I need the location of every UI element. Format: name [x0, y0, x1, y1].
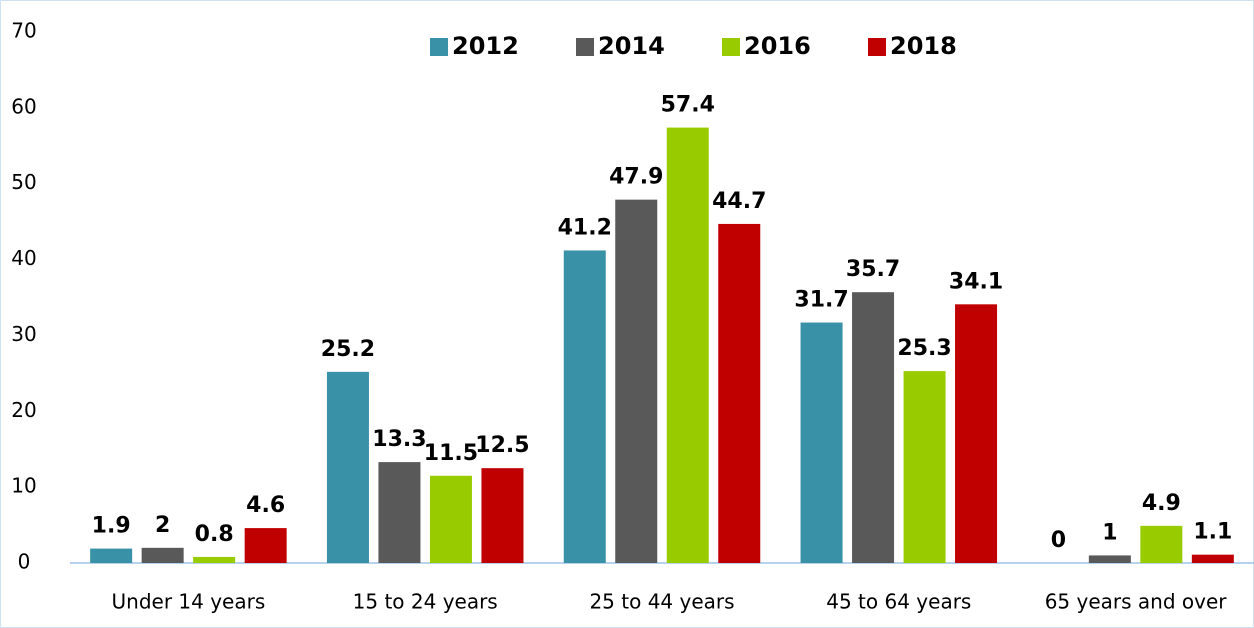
bar	[378, 462, 421, 563]
bar	[141, 547, 184, 563]
y-tick-label: 10	[11, 474, 36, 498]
data-label: 11.5	[424, 441, 478, 466]
data-label: 0.8	[195, 522, 234, 547]
x-tick-label: 45 to 64 years	[826, 590, 971, 614]
data-label: 0	[1051, 528, 1066, 553]
data-label: 4.6	[246, 493, 285, 518]
bar	[666, 127, 709, 563]
legend-swatch	[430, 38, 448, 56]
x-tick-label: 65 years and over	[1045, 590, 1228, 614]
x-tick-label: 15 to 24 years	[353, 590, 498, 614]
bar	[615, 199, 658, 563]
data-label: 44.7	[712, 189, 766, 214]
data-label: 57.4	[661, 93, 715, 118]
bar	[1088, 555, 1131, 563]
bar	[955, 304, 998, 563]
x-tick-label: Under 14 years	[112, 590, 266, 614]
y-tick-label: 40	[11, 246, 36, 270]
data-label: 34.1	[949, 269, 1003, 294]
data-label: 1	[1102, 520, 1117, 545]
bar	[481, 468, 524, 563]
y-tick-label: 60	[11, 94, 36, 118]
data-label: 41.2	[558, 215, 612, 240]
data-label: 1.1	[1193, 520, 1232, 545]
y-tick-label: 20	[11, 398, 36, 422]
bar	[718, 223, 761, 563]
bar	[1140, 525, 1183, 563]
y-tick-label: 50	[11, 170, 36, 194]
bar	[326, 371, 369, 563]
bar	[90, 548, 133, 563]
bar	[903, 371, 946, 563]
legend-label: 2016	[744, 32, 811, 60]
data-label: 12.5	[475, 433, 529, 458]
bar	[429, 475, 472, 563]
bar	[244, 528, 287, 563]
data-label: 2	[155, 513, 170, 538]
data-label: 1.9	[92, 514, 131, 539]
bar	[193, 556, 236, 563]
x-tick-label: 25 to 44 years	[589, 590, 734, 614]
legend-label: 2018	[890, 32, 957, 60]
legend-label: 2014	[598, 32, 665, 60]
data-label: 13.3	[372, 427, 426, 452]
data-label: 47.9	[609, 165, 663, 190]
y-tick-label: 70	[11, 19, 36, 43]
data-label: 35.7	[846, 257, 900, 282]
bar	[852, 292, 895, 563]
data-label: 4.9	[1142, 491, 1181, 516]
y-tick-label: 0	[18, 550, 31, 574]
legend-label: 2012	[452, 32, 519, 60]
bar	[563, 250, 606, 563]
data-label: 25.3	[897, 336, 951, 361]
legend-swatch	[576, 38, 594, 56]
bar	[800, 322, 843, 563]
bar	[1191, 554, 1234, 563]
data-label: 25.2	[321, 337, 375, 362]
legend-swatch	[868, 38, 886, 56]
legend-swatch	[722, 38, 740, 56]
data-label: 31.7	[794, 288, 848, 313]
y-tick-label: 30	[11, 322, 36, 346]
